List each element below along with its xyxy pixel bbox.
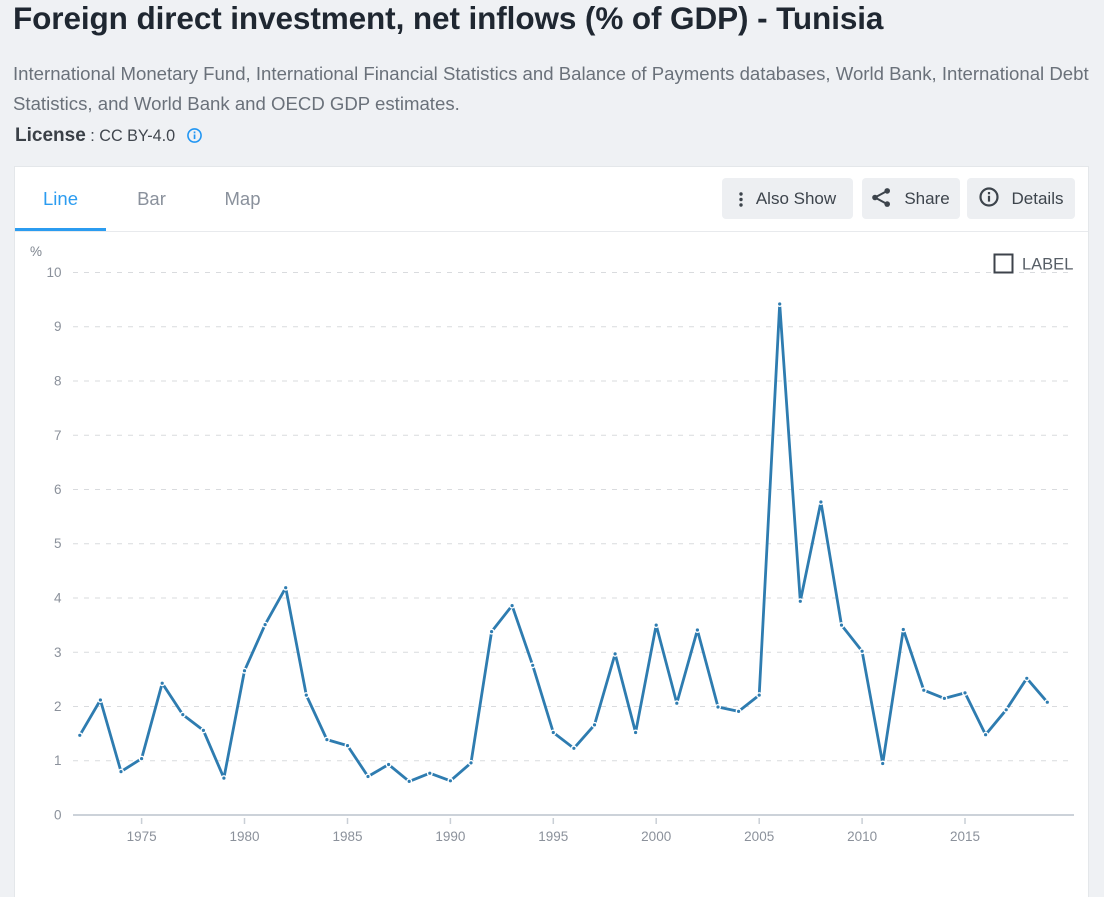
svg-text:%: %	[30, 244, 42, 259]
svg-text:0: 0	[54, 808, 62, 823]
svg-text:2005: 2005	[744, 829, 774, 844]
svg-text:1990: 1990	[435, 829, 465, 844]
svg-text:9: 9	[54, 319, 62, 334]
svg-text:5: 5	[54, 536, 62, 551]
svg-text:2010: 2010	[847, 829, 877, 844]
svg-text:1995: 1995	[538, 829, 568, 844]
svg-text:1: 1	[54, 753, 62, 768]
svg-text:4: 4	[54, 591, 62, 606]
svg-text:3: 3	[54, 645, 62, 660]
svg-text:7: 7	[54, 428, 62, 443]
svg-text:1980: 1980	[229, 829, 259, 844]
svg-text:2000: 2000	[641, 829, 671, 844]
svg-text:2: 2	[54, 699, 62, 714]
svg-text:LABEL: LABEL	[1022, 256, 1073, 274]
svg-text:8: 8	[54, 374, 62, 389]
svg-text:2015: 2015	[950, 829, 980, 844]
svg-text:6: 6	[54, 482, 62, 497]
svg-text:1985: 1985	[332, 829, 362, 844]
svg-text:1975: 1975	[127, 829, 157, 844]
svg-text:10: 10	[46, 265, 61, 280]
